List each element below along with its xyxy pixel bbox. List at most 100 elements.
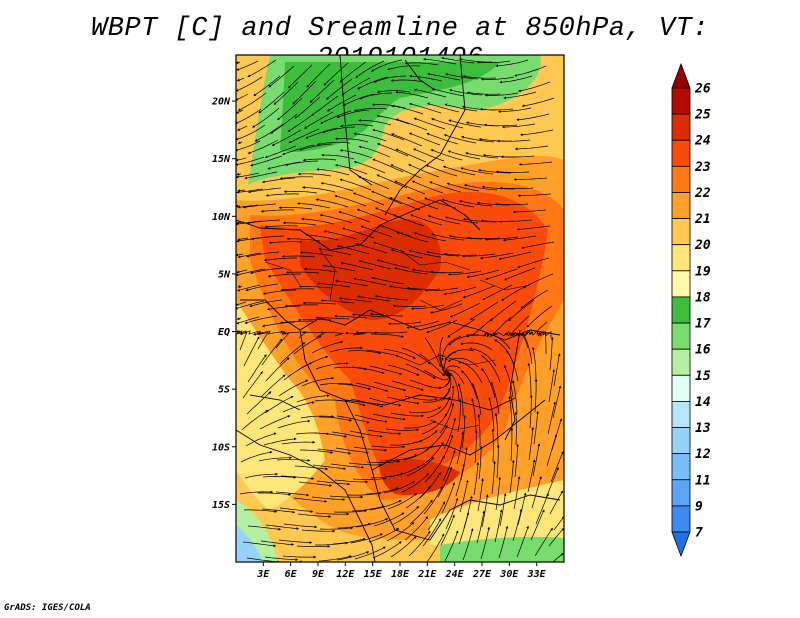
streamline	[287, 112, 316, 132]
streamline	[445, 497, 459, 530]
streamline	[278, 379, 309, 397]
streamline	[373, 381, 407, 392]
streamline	[249, 299, 283, 308]
streamline	[323, 230, 357, 240]
streamline	[441, 482, 456, 514]
streamline	[320, 182, 354, 192]
streamline	[280, 288, 315, 292]
lat-tick-label: 15S	[212, 500, 230, 511]
streamline	[446, 371, 460, 401]
streamline	[236, 156, 265, 166]
wbpt-region-green-southeast	[440, 536, 564, 562]
streamline	[373, 331, 408, 335]
streamline	[283, 190, 318, 194]
streamline	[476, 201, 510, 206]
colorbar: 26 25 24 23 22 21 20 19 18 17 16 15 14 13 12 11 9 7	[671, 62, 711, 558]
streamline	[253, 330, 282, 336]
streamline	[390, 79, 425, 83]
streamline	[292, 80, 317, 105]
streamline	[335, 279, 369, 287]
streamline	[401, 473, 430, 493]
streamline	[479, 107, 514, 111]
streamline	[408, 249, 442, 258]
streamline	[267, 161, 301, 170]
colorbar-max-triangle	[671, 62, 691, 89]
streamline	[430, 117, 464, 129]
streamline	[511, 379, 518, 414]
streamline	[477, 168, 512, 174]
streamline	[372, 413, 406, 421]
streamline	[333, 314, 368, 319]
streamline	[496, 139, 531, 143]
streamline	[236, 316, 260, 325]
streamline	[337, 522, 372, 529]
lon-tick-label: 33E	[527, 569, 547, 580]
country-borders	[236, 55, 561, 562]
streamline	[421, 413, 448, 435]
streamline	[268, 65, 295, 88]
streamline	[300, 449, 334, 454]
streamline	[339, 61, 367, 83]
lat-tick-label: 5S	[218, 385, 230, 396]
streamline	[276, 458, 311, 462]
streamline	[447, 270, 482, 276]
streamline	[318, 555, 352, 562]
streamline	[244, 472, 279, 479]
streamline	[496, 444, 500, 479]
streamline	[526, 305, 553, 328]
streamline	[458, 58, 492, 63]
streamline	[456, 431, 465, 465]
colorbar-min-triangle	[671, 531, 691, 558]
streamline	[422, 387, 451, 403]
streamline	[316, 168, 350, 176]
streamline	[320, 331, 345, 337]
streamline	[425, 250, 460, 257]
streamline	[442, 449, 456, 482]
streamline	[449, 302, 481, 318]
colorbar-level-label: 20	[694, 238, 711, 253]
streamline	[288, 64, 313, 89]
streamline	[404, 395, 438, 401]
streamline	[461, 135, 495, 143]
streamline	[244, 315, 278, 324]
streamline	[489, 300, 517, 322]
streamline	[386, 521, 415, 542]
streamline	[424, 287, 459, 293]
colorbar-level-label: 16	[695, 343, 711, 358]
streamline	[237, 125, 248, 131]
streamline	[237, 141, 243, 144]
streamline	[401, 347, 431, 365]
streamline	[488, 397, 495, 431]
streamline	[512, 209, 547, 214]
streamline	[548, 527, 564, 547]
streamline	[395, 118, 428, 131]
streamline	[480, 76, 515, 81]
streamline	[247, 59, 277, 78]
streamline	[437, 466, 453, 498]
streamline	[279, 342, 306, 365]
colorbar-level-label: 24	[694, 134, 711, 149]
streamline	[329, 495, 364, 499]
streamline	[309, 79, 335, 103]
streamline	[423, 369, 451, 381]
streamline	[447, 150, 481, 160]
streamline	[258, 456, 293, 462]
streamline	[355, 60, 385, 78]
streamline	[549, 336, 554, 371]
streamline	[498, 219, 533, 224]
streamline	[245, 432, 277, 447]
streamline	[359, 92, 392, 100]
colorbar-box	[671, 505, 691, 533]
streamline	[431, 87, 465, 97]
wbpt-region-blue-southwest	[236, 525, 262, 562]
streamline	[334, 479, 369, 484]
streamline	[282, 555, 317, 559]
streamline	[298, 285, 333, 289]
streamline	[491, 428, 495, 463]
longitude-axis: 3E 6E 9E 12E 15E 18E 21E 24E 27E 30E 33E	[256, 562, 547, 580]
streamline	[427, 501, 445, 531]
streamline	[527, 362, 532, 396]
streamline	[409, 74, 443, 82]
streamline	[531, 475, 542, 509]
streamline	[413, 88, 447, 98]
